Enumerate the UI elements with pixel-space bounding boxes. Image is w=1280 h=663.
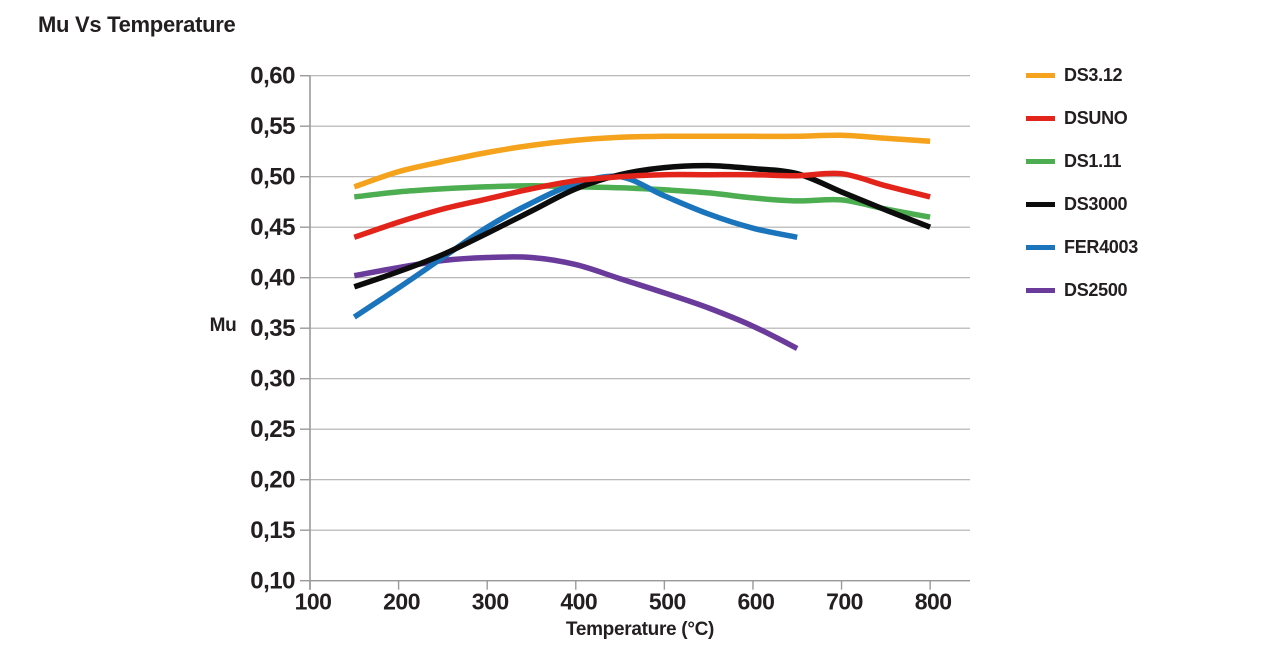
legend-label: DS2500	[1064, 280, 1128, 300]
legend-swatch	[1026, 202, 1055, 207]
y-tick-label: 0,60	[250, 63, 295, 90]
y-tick-label: 0,45	[250, 214, 295, 241]
legend-item-DS3.12: DS3.12	[1026, 65, 1226, 86]
y-tick-label: 0,10	[250, 568, 295, 595]
x-tick-label: 100	[295, 589, 332, 615]
legend-label: DS1.11	[1064, 151, 1122, 171]
legend-label: FER4003	[1064, 237, 1138, 257]
x-tick-label: 300	[472, 589, 509, 615]
x-tick-label: 200	[383, 589, 420, 615]
x-axis-title: Temperature (°C)	[566, 619, 714, 640]
series-line-DS3.12	[353, 132, 931, 190]
chart-legend: DS3.12 DSUNO DS1.11 DS3000 FER4003 DS2500	[1026, 65, 1226, 323]
legend-item-DSUNO: DSUNO	[1026, 108, 1226, 129]
chart-title: Mu Vs Temperature	[38, 12, 236, 37]
series-line-DSUNO	[353, 170, 931, 240]
x-tick-label: 600	[738, 589, 775, 615]
legend-swatch	[1026, 73, 1055, 78]
legend-label: DS3.12	[1064, 65, 1123, 85]
series-line-DS3000	[353, 162, 932, 290]
x-tick-label: 800	[915, 589, 952, 615]
series-line-FER4003	[352, 173, 798, 320]
legend-item-DS3000: DS3000	[1026, 194, 1226, 215]
x-tick-label: 500	[649, 589, 686, 615]
legend-swatch	[1026, 159, 1055, 164]
y-tick-label: 0,50	[250, 164, 295, 191]
y-tick-label: 0,55	[250, 113, 295, 140]
y-tick-label: 0,15	[250, 517, 295, 544]
legend-item-DS1.11: DS1.11	[1026, 151, 1226, 172]
y-axis-title: Mu	[210, 315, 237, 336]
y-tick-label: 0,25	[250, 416, 295, 443]
legend-swatch	[1026, 288, 1055, 293]
series-line-DS1.11	[354, 183, 931, 220]
legend-swatch	[1026, 245, 1055, 250]
legend-label: DSUNO	[1064, 108, 1128, 128]
y-tick-label: 0,20	[250, 467, 295, 494]
legend-item-FER4003: FER4003	[1026, 237, 1226, 258]
legend-item-DS2500: DS2500	[1026, 280, 1226, 301]
y-tick-label: 0,35	[250, 315, 295, 342]
x-tick-label: 700	[826, 589, 863, 615]
y-tick-label: 0,40	[250, 265, 295, 292]
y-tick-label: 0,30	[250, 366, 295, 393]
x-tick-label: 400	[560, 589, 597, 615]
legend-label: DS3000	[1064, 194, 1128, 214]
legend-swatch	[1026, 116, 1055, 121]
